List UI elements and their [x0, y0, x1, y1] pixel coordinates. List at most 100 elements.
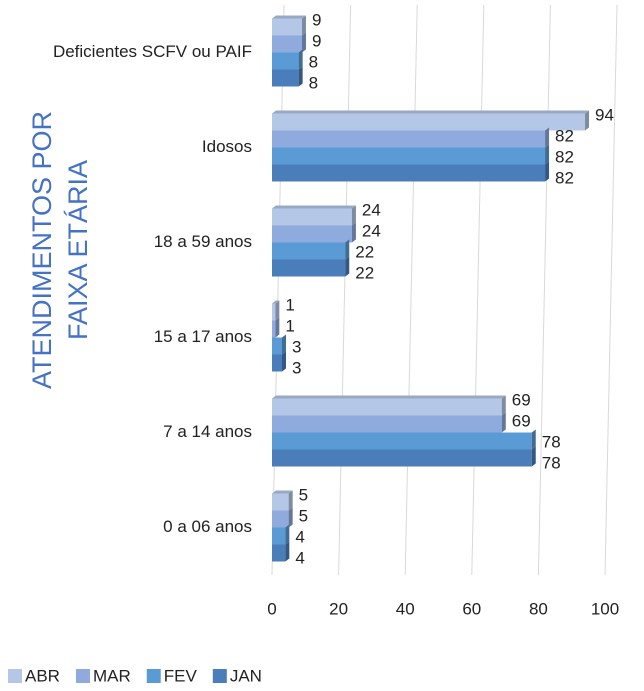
bar — [272, 66, 303, 87]
bar-side — [281, 351, 286, 372]
bar — [272, 395, 506, 416]
bar-side — [285, 524, 290, 545]
grid-line — [471, 4, 485, 576]
bar — [272, 524, 290, 545]
legend-swatch — [212, 669, 227, 683]
bar — [272, 446, 536, 467]
bar-face — [272, 18, 302, 36]
bar — [272, 490, 293, 511]
bar-face — [272, 527, 286, 545]
bar-side — [345, 256, 350, 277]
category-label: 18 a 59 anos — [154, 232, 252, 251]
bar — [272, 239, 350, 260]
bar-face — [272, 69, 299, 87]
data-label: 94 — [595, 105, 614, 124]
category-label: Deficientes SCFV ou PAIF — [53, 42, 252, 61]
bar — [272, 161, 550, 182]
bar — [272, 15, 306, 36]
data-label: 78 — [542, 453, 561, 472]
bar-side — [288, 507, 293, 528]
bar-side — [301, 32, 306, 53]
bar-top — [272, 300, 280, 304]
bar — [272, 541, 290, 562]
grid-line — [537, 4, 551, 576]
bar-face — [272, 449, 532, 467]
bar-side — [501, 412, 506, 433]
data-label: 78 — [542, 432, 561, 451]
data-label: 3 — [292, 358, 301, 377]
data-label: 22 — [355, 263, 374, 282]
bar-side — [585, 110, 590, 131]
bar-side — [288, 490, 293, 511]
bar-side — [545, 127, 550, 148]
legend-label: MAR — [93, 666, 131, 685]
legend-swatch — [8, 669, 22, 683]
data-label: 8 — [309, 52, 318, 71]
legend-label: FEV — [164, 666, 198, 685]
data-label: 69 — [512, 390, 531, 409]
x-tick-label: 60 — [462, 599, 481, 618]
bar-face — [272, 510, 289, 528]
bar-side — [345, 239, 350, 260]
bar — [272, 32, 306, 53]
bar-face — [272, 242, 346, 260]
x-tick-label: 0 — [267, 599, 276, 618]
bar — [272, 144, 550, 165]
bar-face — [272, 208, 352, 226]
bar — [272, 507, 293, 528]
bar-side — [275, 317, 280, 338]
bar — [272, 110, 590, 131]
bar-side — [531, 429, 536, 450]
bar-side — [545, 144, 550, 165]
data-label: 24 — [362, 221, 381, 240]
bar-face — [272, 303, 276, 321]
bar — [272, 49, 303, 70]
bar-side — [351, 205, 356, 226]
grid-line — [404, 4, 418, 576]
bar-side — [301, 15, 306, 36]
bar-face — [272, 164, 546, 182]
bar-face — [272, 354, 282, 372]
data-label: 5 — [299, 485, 308, 504]
bar — [272, 222, 356, 243]
y-axis-label-line: ATENDIMENTOS POR — [27, 111, 57, 389]
bar-face — [272, 147, 546, 165]
bar-face — [272, 113, 586, 131]
data-label: 1 — [285, 316, 294, 335]
data-label: 8 — [309, 73, 318, 92]
data-label: 82 — [555, 147, 574, 166]
category-label: 0 a 06 anos — [163, 517, 252, 536]
y-axis-label-line: FAIXA ETÁRIA — [63, 160, 93, 340]
bar-side — [298, 66, 303, 87]
bar-top — [272, 15, 306, 19]
data-label: 24 — [362, 200, 381, 219]
y-axis-label: ATENDIMENTOS POR FAIXA ETÁRIA — [27, 111, 93, 389]
bar-face — [272, 544, 286, 562]
data-label: 5 — [299, 506, 308, 525]
data-label: 22 — [355, 242, 374, 261]
bar — [272, 429, 536, 450]
data-label: 3 — [292, 337, 301, 356]
category-label: 7 a 14 anos — [163, 422, 252, 441]
bar — [272, 127, 550, 148]
bar-side — [285, 541, 290, 562]
bar — [272, 317, 280, 338]
x-tick-label: 80 — [529, 599, 548, 618]
legend-label: ABR — [25, 666, 60, 685]
legend-label: JAN — [230, 666, 262, 685]
category-label: Idosos — [202, 137, 252, 156]
bar — [272, 300, 280, 321]
bar — [272, 205, 356, 226]
data-label: 82 — [555, 126, 574, 145]
bar-top — [272, 395, 506, 399]
bar-face — [272, 415, 502, 433]
bar-side — [281, 334, 286, 355]
bar-side — [531, 446, 536, 467]
legend-swatch — [146, 669, 161, 683]
data-label: 4 — [295, 548, 304, 567]
grid-line — [271, 4, 285, 576]
data-label: 9 — [312, 10, 321, 29]
x-tick-label: 40 — [396, 599, 415, 618]
legend-swatch — [75, 669, 90, 683]
